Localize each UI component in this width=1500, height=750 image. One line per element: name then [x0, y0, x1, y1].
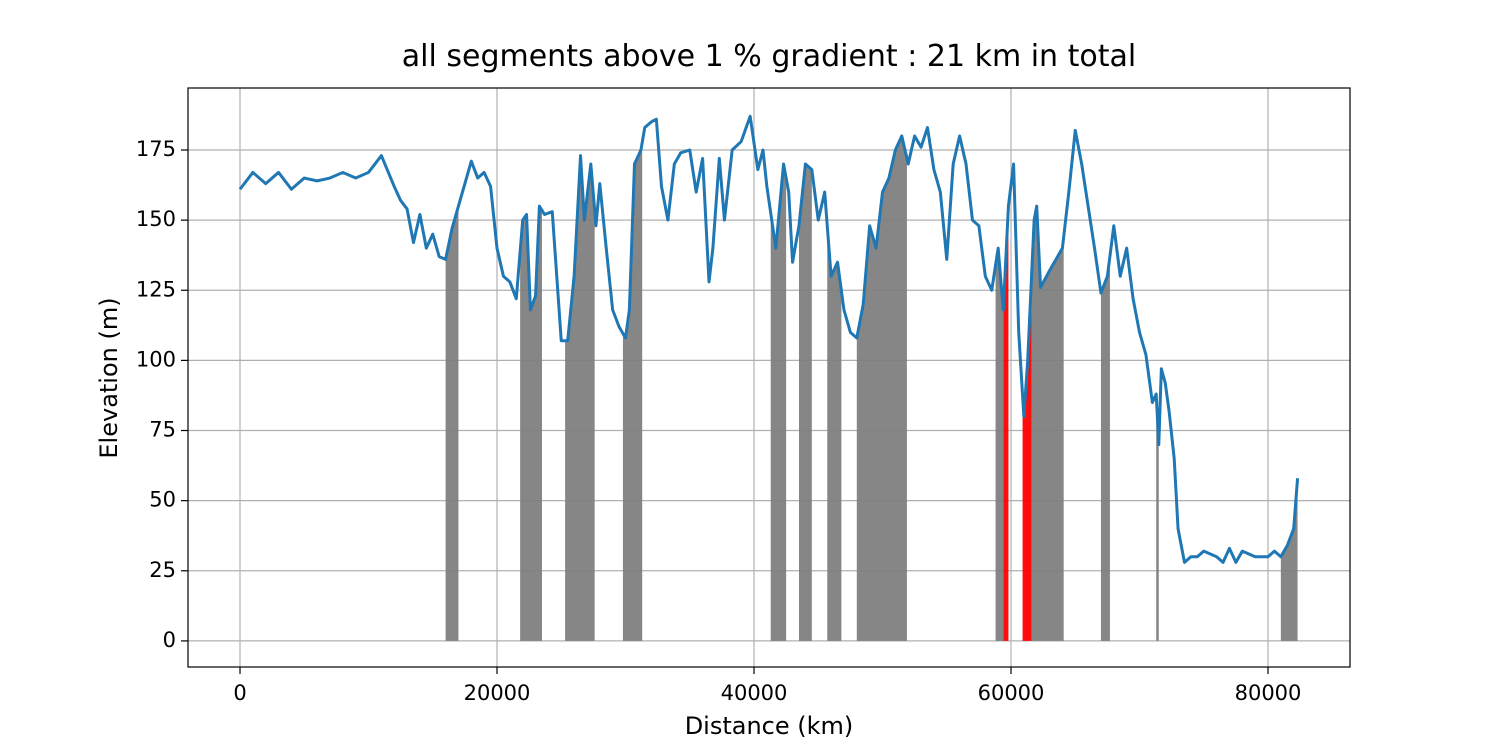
- gradient-span: [520, 206, 542, 641]
- y-tick-label: 150: [136, 207, 176, 231]
- gradient-span: [1100, 256, 1110, 641]
- y-tick-label: 125: [136, 277, 176, 301]
- gradient-span: [445, 206, 459, 641]
- gradient-span: [565, 155, 595, 641]
- y-tick-label: 25: [149, 558, 176, 582]
- x-tick-label: 80000: [1235, 681, 1302, 705]
- gradient-span: [1003, 206, 1009, 641]
- y-axis-label: Elevation (m): [95, 297, 123, 458]
- x-tick-label: 40000: [721, 681, 788, 705]
- elevation-line: [238, 114, 1300, 564]
- plot-frame: [187, 87, 1351, 668]
- x-tick-label: 20000: [464, 681, 531, 705]
- gradient-span: [1022, 276, 1032, 641]
- gradient-span: [856, 135, 907, 641]
- gradient-span: [770, 164, 787, 641]
- y-tick-label: 100: [136, 347, 176, 371]
- gradient-span: [995, 248, 1004, 641]
- x-tick-label: 0: [233, 681, 246, 705]
- y-tick-label: 50: [149, 488, 176, 512]
- chart-title: all segments above 1 % gradient : 21 km …: [402, 39, 1136, 74]
- gradient-span: [1280, 478, 1298, 641]
- gradient-span: [622, 142, 643, 641]
- y-tick-label: 175: [136, 137, 176, 161]
- x-tick-label: 60000: [978, 681, 1045, 705]
- gradient-span: [1156, 394, 1159, 641]
- x-axis-label: Distance (km): [685, 712, 854, 740]
- gradient-span: [1031, 206, 1064, 641]
- gradient-span: [798, 164, 812, 641]
- y-tick-label: 0: [163, 628, 176, 652]
- y-tick-label: 75: [149, 418, 176, 442]
- gradient-span: [827, 225, 842, 641]
